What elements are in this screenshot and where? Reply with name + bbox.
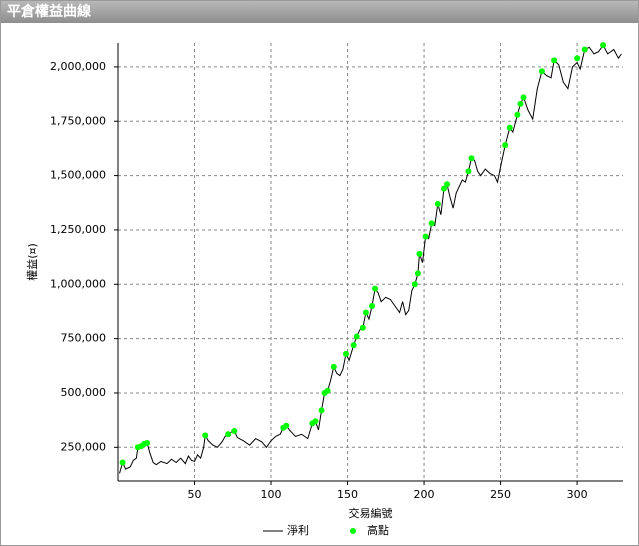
x-tick-label: 200 bbox=[414, 488, 435, 501]
marker bbox=[283, 422, 290, 429]
y-axis-label: 權益(¤) bbox=[25, 243, 39, 281]
x-tick-label: 50 bbox=[188, 488, 202, 501]
marker bbox=[422, 233, 429, 240]
x-axis-label: 交易編號 bbox=[349, 506, 393, 520]
marker bbox=[312, 418, 319, 425]
legend-swatch bbox=[350, 528, 356, 534]
line bbox=[119, 44, 622, 474]
marker bbox=[119, 459, 126, 466]
y-tick-label: 500,000 bbox=[61, 386, 107, 399]
marker bbox=[514, 111, 521, 118]
marker bbox=[369, 303, 376, 310]
marker bbox=[343, 350, 350, 357]
y-tick-label: 250,000 bbox=[61, 440, 107, 453]
y-tick-label: 1,000,000 bbox=[50, 277, 106, 290]
marker bbox=[225, 431, 232, 438]
x-tick-label: 300 bbox=[567, 488, 588, 501]
marker bbox=[434, 200, 441, 207]
marker bbox=[502, 142, 509, 149]
marker bbox=[362, 309, 369, 316]
marker bbox=[600, 42, 607, 49]
marker bbox=[350, 342, 357, 349]
marker bbox=[324, 387, 331, 394]
y-tick-label: 750,000 bbox=[61, 332, 107, 345]
marker bbox=[574, 55, 581, 62]
marker bbox=[416, 250, 423, 257]
marker bbox=[444, 181, 451, 188]
panel-title: 平倉權益曲線 bbox=[1, 1, 638, 23]
marker bbox=[551, 57, 558, 64]
chart: 250,000 500,000 750,000 1,000,000 1,250,000 1… bbox=[25, 42, 623, 537]
marker bbox=[414, 270, 421, 277]
marker bbox=[538, 68, 545, 75]
marker bbox=[581, 46, 588, 53]
x-tick-label: 250 bbox=[490, 488, 511, 501]
marker bbox=[231, 428, 238, 435]
marker bbox=[465, 168, 472, 175]
x-tick-label: 150 bbox=[337, 488, 358, 501]
legend-label: 淨利 bbox=[287, 524, 309, 537]
marker bbox=[517, 100, 524, 107]
x-tick-label: 100 bbox=[261, 488, 282, 501]
marker bbox=[353, 333, 360, 340]
y-tick-label: 1,750,000 bbox=[50, 114, 106, 127]
marker bbox=[202, 432, 209, 439]
marker bbox=[428, 220, 435, 227]
y-tick-label: 1,250,000 bbox=[50, 223, 106, 236]
marker bbox=[144, 439, 151, 446]
marker bbox=[372, 285, 379, 292]
marker bbox=[440, 185, 447, 192]
legend-label: 高點 bbox=[367, 523, 389, 537]
marker bbox=[411, 281, 418, 288]
marker bbox=[520, 94, 527, 101]
y-tick-label: 1,500,000 bbox=[50, 169, 106, 182]
marker bbox=[506, 124, 513, 131]
marker bbox=[359, 324, 366, 331]
marker bbox=[318, 407, 325, 414]
marker bbox=[330, 363, 337, 370]
y-tick-label: 2,000,000 bbox=[50, 60, 106, 73]
marker bbox=[468, 155, 475, 162]
